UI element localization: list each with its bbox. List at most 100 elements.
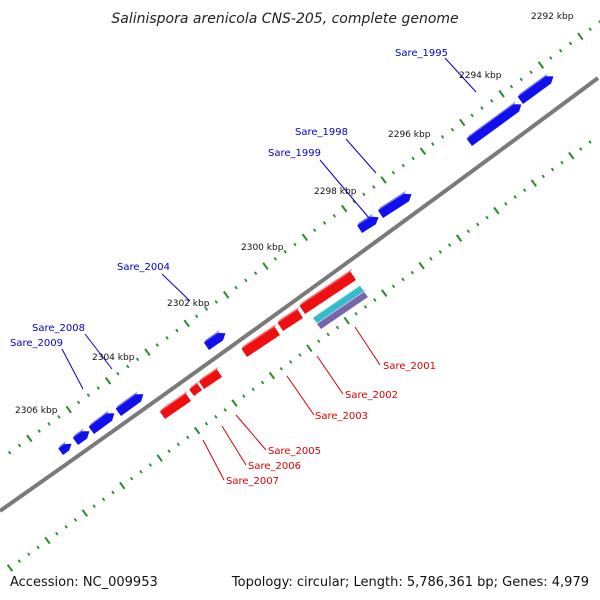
tick-mark	[418, 261, 425, 270]
label-leader-line	[235, 414, 267, 451]
scale-label-2298: 2298 kbp	[314, 187, 357, 197]
forward-gene-labels: Sare_1995 Sare_1998 Sare_1999 Sare_2004 …	[10, 48, 448, 349]
gene-sare-2005-block[interactable]	[199, 366, 222, 390]
tick-mark	[560, 160, 564, 165]
tick-mark	[363, 305, 368, 309]
tick-mark	[148, 463, 153, 467]
gene-sare-2006-block[interactable]	[189, 380, 202, 396]
tick-mark	[253, 271, 258, 276]
tick-mark	[480, 106, 484, 110]
gene-label-sare-2009[interactable]: Sare_2009	[10, 338, 63, 349]
tick-mark	[401, 163, 405, 168]
tick-mark	[568, 41, 573, 46]
feature-purple-bar	[317, 292, 368, 329]
scale-label-2306: 2306 kbp	[15, 406, 58, 416]
gene-sare-1995b-block[interactable]	[517, 73, 554, 104]
tick-mark	[373, 298, 377, 302]
gene-label-sare-2006[interactable]: Sare_2006	[248, 461, 301, 472]
gene-label-sare-1999[interactable]: Sare_1999	[268, 148, 321, 159]
tick-mark	[306, 344, 313, 352]
reverse-gene-labels: Sare_2001 Sare_2002 Sare_2003 Sare_2005 …	[226, 361, 436, 487]
tick-mark	[380, 289, 388, 297]
tick-mark	[332, 213, 337, 218]
gene-label-sare-2004[interactable]: Sare_2004	[117, 262, 170, 273]
gene-sare-2001-block[interactable]	[299, 268, 357, 314]
scale-label-2302: 2302 kbp	[167, 299, 210, 309]
label-leader-line	[61, 348, 84, 390]
tick-mark	[391, 284, 396, 289]
tick-mark	[155, 343, 159, 347]
label-leader-line	[161, 273, 191, 302]
tick-rings	[6, 20, 600, 572]
gene-label-sare-2007[interactable]: Sare_2007	[226, 476, 279, 487]
tick-mark	[129, 476, 134, 481]
gene-sare-2009-block[interactable]	[72, 428, 90, 445]
tick-mark	[519, 77, 523, 82]
tick-mark	[104, 377, 112, 385]
tick-mark	[186, 435, 190, 440]
tick-mark	[322, 221, 327, 225]
label-leader-line	[221, 425, 247, 466]
gene-label-sare-2008[interactable]: Sare_2008	[32, 323, 85, 334]
feature-purple-bar-top	[317, 290, 366, 324]
tick-mark	[92, 504, 96, 509]
tick-mark	[352, 199, 356, 204]
gene-label-sare-1998[interactable]: Sare_1998	[295, 127, 348, 138]
tick-mark	[17, 559, 22, 563]
tick-mark	[268, 371, 276, 380]
gene-sare-1995-block[interactable]	[466, 101, 522, 146]
tick-mark	[165, 335, 169, 340]
tick-mark	[326, 332, 330, 337]
gene-sare-1999-block[interactable]	[357, 213, 379, 233]
gene-sare-2003-block[interactable]	[241, 323, 281, 357]
tick-mark	[298, 353, 302, 357]
tick-mark	[214, 300, 218, 304]
tick-mark	[17, 443, 22, 448]
tick-mark	[167, 449, 171, 454]
tick-mark	[470, 113, 474, 118]
tick-mark	[317, 339, 321, 344]
tick-mark	[231, 399, 238, 407]
tick-mark	[214, 414, 218, 419]
tick-mark	[119, 481, 126, 490]
label-leader-line	[84, 333, 113, 370]
gene-sare-2002-block[interactable]	[277, 306, 303, 331]
gene-sare-2010-block[interactable]	[58, 441, 72, 455]
tick-mark	[183, 319, 190, 328]
gene-label-sare-2005[interactable]: Sare_2005	[268, 446, 321, 457]
tick-mark	[57, 414, 61, 419]
gene-sare-2007-block[interactable]	[159, 390, 191, 419]
feature-cyan-bar	[313, 286, 364, 323]
gene-label-sare-1995[interactable]: Sare_1995	[395, 48, 448, 59]
tick-mark	[144, 348, 151, 356]
label-leader-line	[316, 355, 344, 395]
tick-mark	[273, 257, 278, 261]
tick-mark	[293, 242, 297, 247]
tick-mark	[438, 250, 443, 254]
gene-label-sare-2002[interactable]: Sare_2002	[345, 390, 398, 401]
gene-sare-2008-block[interactable]	[88, 410, 115, 434]
tick-mark	[194, 314, 199, 319]
tick-mark	[193, 426, 201, 435]
feature-tracks	[313, 284, 368, 329]
tick-mark	[242, 394, 246, 399]
tick-mark	[549, 56, 553, 60]
tick-mark	[429, 256, 433, 261]
tick-mark	[47, 422, 51, 426]
tick-mark	[504, 201, 508, 206]
tick-mark	[354, 311, 358, 316]
gene-sare-2006b-block[interactable]	[115, 391, 144, 416]
map-title: Salinispora arenicola CNS-205, complete …	[111, 11, 458, 27]
gene-sare-1998-block[interactable]	[378, 190, 412, 218]
gene-sare-2004-block[interactable]	[203, 330, 226, 350]
tick-mark	[493, 206, 500, 215]
tick-mark	[419, 147, 427, 155]
tick-mark	[76, 400, 81, 405]
gene-label-sare-2003[interactable]: Sare_2003	[315, 411, 368, 422]
gene-label-sare-2001[interactable]: Sare_2001	[383, 361, 436, 372]
tick-mark	[568, 151, 575, 160]
label-leader-line	[319, 159, 370, 219]
tick-mark	[598, 20, 600, 24]
label-leader-line	[354, 326, 381, 366]
